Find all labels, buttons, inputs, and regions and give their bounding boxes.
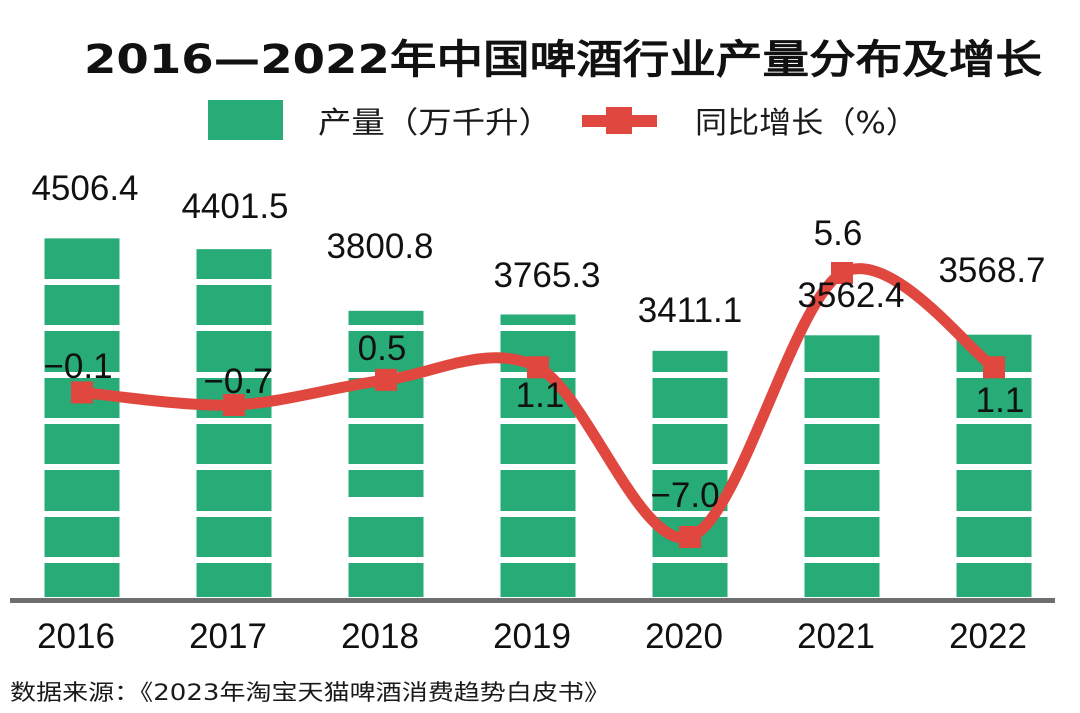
chart-title: 2016—2022年中国啤酒行业产量分布及增长 bbox=[84, 37, 1042, 83]
bar-stripe bbox=[803, 418, 881, 424]
x-tick-label: 2022 bbox=[949, 617, 1027, 656]
x-axis-tick-labels: 2016 2017 2018 2019 2020 2021 2022 bbox=[37, 617, 1027, 656]
bar-stripe bbox=[955, 511, 1033, 517]
bar-stripe bbox=[347, 464, 425, 470]
bar-2020 bbox=[652, 350, 728, 597]
bar-value-labels: 4506.4 4401.5 3800.8 3765.3 3411.1 3562.4 3568… bbox=[31, 169, 1045, 330]
bar-value-label: 3765.3 bbox=[493, 256, 600, 295]
bar-stripe bbox=[803, 557, 881, 563]
growth-marker-2019 bbox=[527, 356, 549, 379]
bar-value-label: 3562.4 bbox=[797, 276, 904, 315]
bar-stripe bbox=[651, 464, 729, 470]
bar-stripe bbox=[195, 372, 273, 378]
source-note: 数据来源：《2023年淘宝天猫啤酒消费趋势白皮书》 bbox=[10, 681, 610, 706]
bar-stripe bbox=[499, 557, 577, 563]
bar-gap bbox=[347, 497, 425, 516]
legend-bar-label: 产量（万千升） bbox=[318, 106, 552, 141]
growth-value-labels: −0.1 −0.7 0.5 1.1 −7.0 5.6 1.1 bbox=[43, 214, 1024, 515]
bar-stripe bbox=[43, 325, 121, 331]
legend-line-marker-icon bbox=[606, 107, 632, 134]
growth-line-series bbox=[71, 262, 1005, 548]
bar-stripe bbox=[955, 464, 1033, 470]
legend: 产量（万千升） 同比增长（%） bbox=[208, 100, 918, 141]
growth-marker-2016 bbox=[71, 381, 93, 404]
bar-stripe bbox=[499, 325, 577, 331]
growth-value-label: 5.6 bbox=[814, 214, 863, 253]
bar-2018 bbox=[348, 310, 424, 597]
growth-value-label: 0.5 bbox=[358, 329, 407, 368]
bar-stripe bbox=[347, 325, 425, 331]
x-axis-line bbox=[10, 598, 1055, 603]
growth-value-label: 1.1 bbox=[976, 381, 1025, 420]
bar-value-label: 4401.5 bbox=[181, 187, 288, 226]
bar-stripe bbox=[43, 557, 121, 563]
bar-stripe bbox=[499, 418, 577, 424]
growth-value-label: 1.1 bbox=[516, 376, 565, 415]
x-tick-label: 2020 bbox=[645, 617, 723, 656]
bar-stripe bbox=[651, 372, 729, 378]
legend-bar-swatch bbox=[208, 100, 283, 140]
bar-stripe bbox=[651, 418, 729, 424]
bar-stripe bbox=[195, 325, 273, 331]
bar-stripe bbox=[195, 511, 273, 517]
bar-stripe bbox=[347, 557, 425, 563]
x-tick-label: 2019 bbox=[493, 617, 571, 656]
bar-value-label: 4506.4 bbox=[31, 169, 138, 208]
growth-marker-2022 bbox=[983, 356, 1005, 379]
growth-value-label: −0.1 bbox=[43, 347, 112, 386]
bar-stripe bbox=[803, 511, 881, 517]
legend-line-label: 同比增长（%） bbox=[695, 106, 918, 141]
bar-value-label: 3568.7 bbox=[938, 251, 1045, 290]
bar-stripe bbox=[43, 418, 121, 424]
bar-stripe bbox=[195, 464, 273, 470]
bar-stripes bbox=[43, 279, 1033, 563]
bar-stripe bbox=[195, 557, 273, 563]
x-tick-label: 2018 bbox=[341, 617, 419, 656]
growth-marker-2018 bbox=[375, 368, 397, 391]
bar-stripe bbox=[803, 464, 881, 470]
growth-value-label: −0.7 bbox=[203, 362, 272, 401]
bar-2016 bbox=[44, 238, 120, 597]
bar-stripe bbox=[651, 511, 729, 517]
bar-stripe bbox=[347, 418, 425, 424]
bar-stripe bbox=[499, 511, 577, 517]
growth-value-label: −7.0 bbox=[650, 476, 719, 515]
bar-stripe bbox=[803, 372, 881, 378]
x-tick-label: 2016 bbox=[37, 617, 115, 656]
bar-value-label: 3411.1 bbox=[638, 291, 742, 330]
x-tick-label: 2017 bbox=[189, 617, 267, 656]
x-tick-label: 2021 bbox=[797, 617, 875, 656]
growth-marker-2017 bbox=[223, 394, 245, 416]
bar-stripe bbox=[651, 557, 729, 563]
bar-stripe bbox=[43, 464, 121, 470]
bar-stripe bbox=[955, 557, 1033, 563]
bar-stripe bbox=[43, 372, 121, 378]
bar-stripe bbox=[955, 418, 1033, 424]
bar-value-label: 3800.8 bbox=[326, 227, 433, 266]
bar-stripe bbox=[195, 279, 273, 285]
bar-stripe bbox=[195, 418, 273, 424]
bar-stripe bbox=[499, 464, 577, 470]
growth-marker-2021 bbox=[831, 262, 853, 284]
bar-stripe bbox=[43, 511, 121, 517]
bar-stripe bbox=[43, 279, 121, 285]
growth-marker-2020 bbox=[679, 526, 701, 548]
